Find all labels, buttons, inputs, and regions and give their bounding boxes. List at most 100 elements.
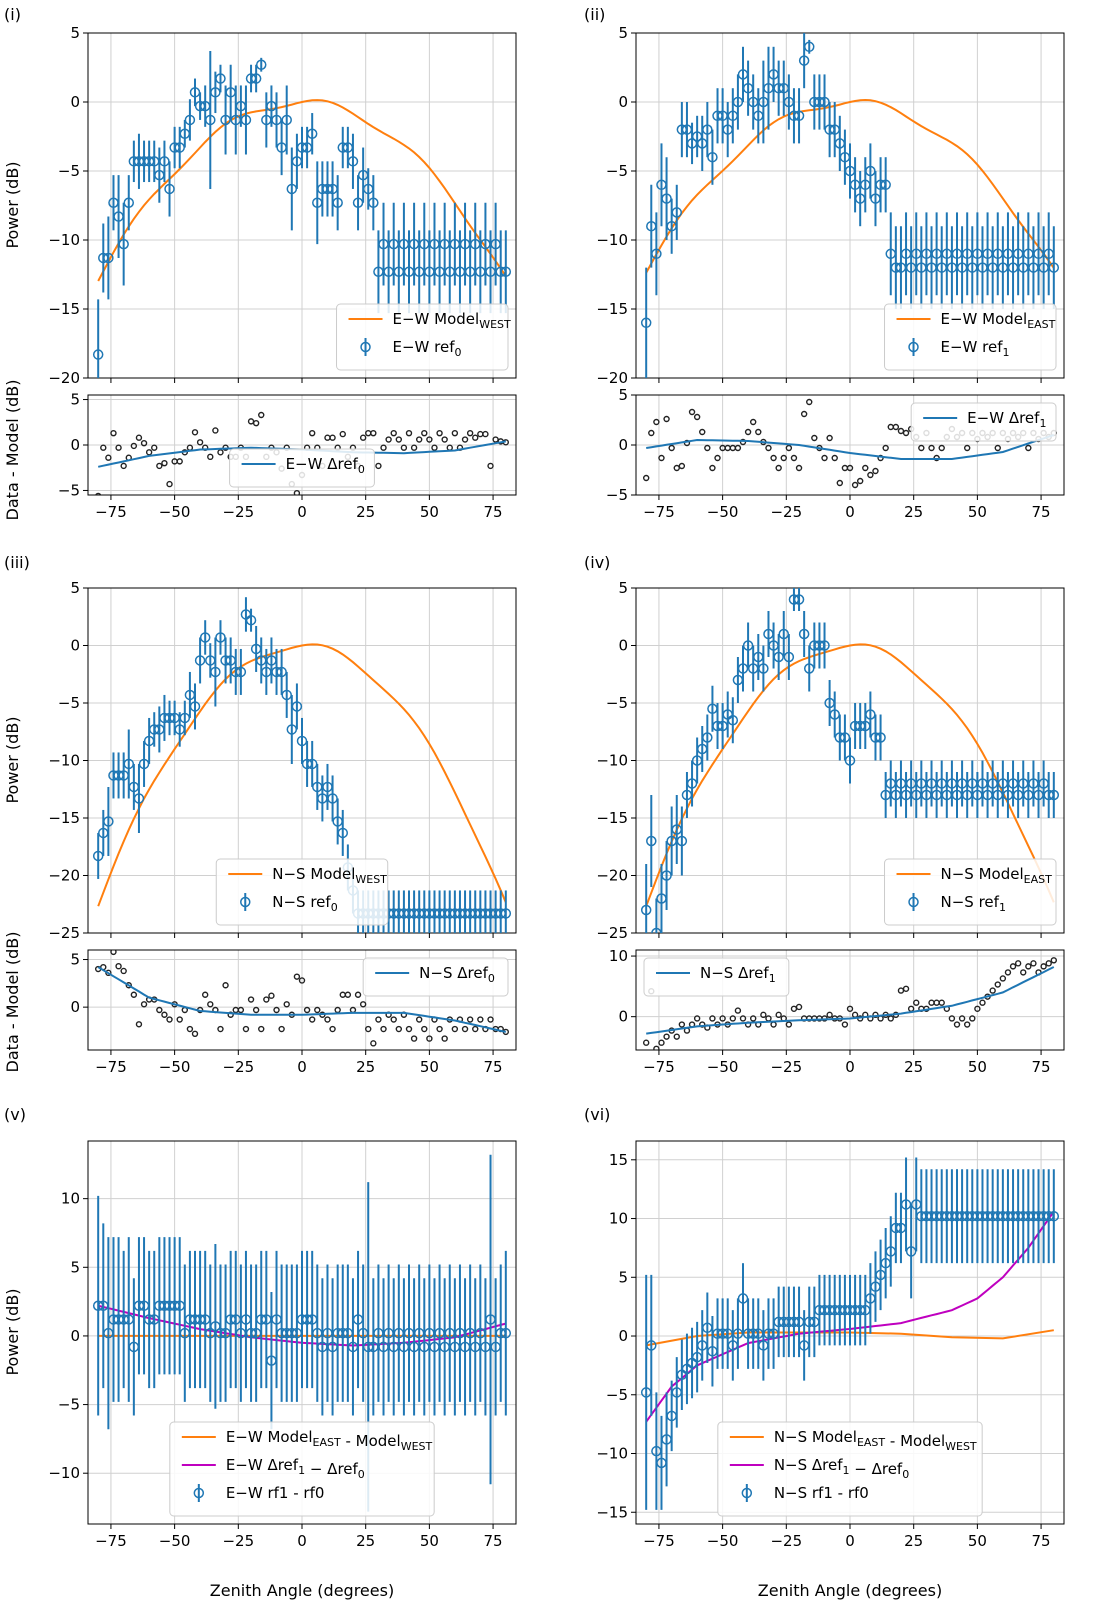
legend-text: N−S rf1 - rf0	[774, 1484, 869, 1502]
data-point	[255, 59, 267, 70]
legend-text: N−S Model	[774, 1428, 857, 1446]
residual-point	[989, 987, 996, 994]
residual-point	[370, 429, 377, 437]
y-tick-label: 10	[61, 1190, 80, 1208]
residual-point	[324, 434, 331, 441]
residual-point	[1050, 957, 1058, 964]
residual-point	[729, 444, 737, 452]
legend-entry: E−W Δref1	[967, 409, 1046, 430]
residual-point	[100, 444, 107, 451]
residual-point	[375, 1016, 382, 1023]
y-tick-label: 0	[70, 998, 80, 1016]
residual-point	[472, 434, 479, 441]
residual-point	[441, 1035, 448, 1042]
data-point	[783, 651, 795, 663]
residual-point	[349, 1006, 357, 1014]
y-tick-label: −10	[48, 752, 80, 770]
residual-point	[487, 1016, 494, 1023]
residual-point	[653, 418, 660, 426]
residual-point	[415, 436, 423, 443]
residual-point	[734, 1007, 742, 1014]
residual-point	[780, 454, 787, 462]
y-tick-label: 0	[70, 93, 80, 111]
axes-frame	[87, 949, 517, 1051]
y-tick-label: −25	[596, 924, 628, 942]
residual-point	[928, 999, 935, 1006]
residual-point	[130, 991, 138, 998]
x-tick-label: 75	[484, 503, 503, 521]
residual-point	[806, 398, 813, 406]
residual-fit-curve	[97, 966, 507, 1033]
residual-axis-label: Data - Model (dB)	[3, 932, 22, 1073]
x-tick-label: 50	[420, 503, 439, 521]
data-point	[281, 114, 292, 126]
legend	[884, 858, 1057, 926]
residual-point	[390, 429, 397, 437]
y-tick-label: −5	[58, 162, 80, 180]
data-point	[651, 248, 662, 260]
power-axis-label: Power (dB)	[3, 716, 22, 803]
residual-point	[365, 1025, 372, 1033]
residual-point	[699, 1021, 706, 1028]
residual-plot-area	[642, 957, 1058, 1050]
residual-point	[673, 464, 680, 472]
residual-point	[969, 1015, 976, 1022]
legend-subscript: 1	[1003, 346, 1010, 359]
y-tick-label: −15	[48, 300, 80, 318]
x-tick-label: 75	[484, 1058, 503, 1076]
residual-point	[415, 1016, 423, 1023]
x-tick-label: −75	[643, 1058, 675, 1076]
legend-text: E−W Δref	[967, 409, 1040, 427]
residual-point	[334, 1006, 341, 1014]
panel-label: (v)	[4, 1105, 26, 1124]
data-point	[880, 179, 891, 191]
residual-point	[887, 423, 894, 431]
residual-point	[95, 492, 102, 495]
y-tick-label: 5	[70, 951, 80, 969]
residual-point	[658, 454, 665, 462]
residual-point	[826, 1011, 833, 1019]
residual-point	[790, 454, 798, 462]
y-tick-label: 10	[609, 947, 628, 965]
model-curve	[97, 99, 507, 282]
y-tick-label: 5	[70, 391, 80, 409]
residual-axis-label: Data - Model (dB)	[3, 380, 22, 521]
y-tick-label: −5	[58, 481, 80, 499]
residual-point	[359, 1001, 367, 1008]
x-tick-label: 25	[356, 1532, 375, 1550]
residual-point	[963, 1021, 971, 1028]
data-point	[118, 238, 129, 250]
legend-text: N−S Δref	[419, 964, 488, 982]
y-tick-label: −5	[58, 694, 80, 712]
residual-point	[699, 428, 706, 436]
plot-area	[640, 33, 1060, 378]
legend-tail: - Model	[341, 1432, 401, 1450]
residual-point	[344, 991, 352, 998]
legend-subscript: EAST	[1024, 873, 1052, 886]
residual-point	[293, 973, 301, 980]
plot-area	[92, 50, 512, 378]
residual-point	[642, 1039, 650, 1046]
residual-point	[1040, 963, 1047, 970]
data-point	[368, 197, 379, 208]
x-tick-label: −50	[159, 1532, 191, 1550]
y-tick-label: 0	[618, 1327, 628, 1345]
residual-point	[283, 1001, 290, 1008]
residual-point	[207, 453, 214, 461]
data-point	[291, 701, 303, 712]
axes-frame	[635, 949, 1065, 1051]
residual-point	[166, 480, 173, 488]
residual-point	[365, 429, 372, 437]
y-tick-label: 0	[618, 1008, 628, 1026]
residual-point	[390, 1016, 397, 1023]
residual-point	[709, 1015, 716, 1022]
residual-point	[217, 449, 224, 456]
residual-point	[145, 449, 153, 456]
y-tick-label: −5	[606, 1386, 628, 1404]
residual-point	[252, 1006, 260, 1014]
x-tick-label: 25	[356, 503, 375, 521]
